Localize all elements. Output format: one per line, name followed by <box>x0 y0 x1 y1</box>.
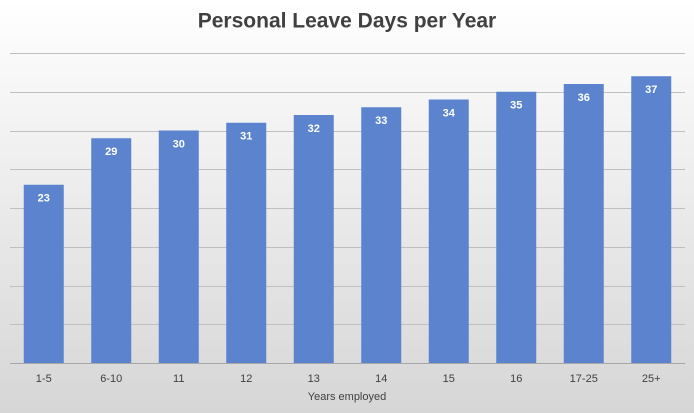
x-tick-label: 1-5 <box>36 373 52 385</box>
x-tick-label: 12 <box>240 373 252 385</box>
data-label: 29 <box>105 146 117 158</box>
x-tick-label: 16 <box>510 373 522 385</box>
bar <box>158 130 199 363</box>
x-tick-label: 6-10 <box>100 373 122 385</box>
bar <box>428 99 469 363</box>
bar <box>226 122 267 363</box>
bar <box>631 76 672 363</box>
data-label: 34 <box>443 107 456 119</box>
data-label: 33 <box>375 115 387 127</box>
data-label: 35 <box>510 100 522 112</box>
data-label: 23 <box>38 193 50 205</box>
bar <box>91 138 132 363</box>
bar <box>563 84 604 363</box>
x-axis-label: Years employed <box>308 391 386 403</box>
bar <box>23 184 64 363</box>
x-tick-label: 11 <box>173 373 184 385</box>
x-tick-label: 15 <box>443 373 455 385</box>
data-label: 32 <box>308 123 320 135</box>
x-tick-label: 25+ <box>642 373 661 385</box>
chart-title: Personal Leave Days per Year <box>198 10 496 33</box>
data-label: 37 <box>645 84 657 96</box>
bar <box>496 91 537 363</box>
x-tick-label: 14 <box>375 373 387 385</box>
bar <box>361 107 402 363</box>
data-label: 36 <box>578 92 590 104</box>
x-tick-label: 13 <box>308 373 320 385</box>
data-label: 31 <box>240 131 252 143</box>
bar <box>293 115 334 363</box>
data-label: 30 <box>173 138 185 150</box>
x-tick-label: 17-25 <box>570 373 598 385</box>
